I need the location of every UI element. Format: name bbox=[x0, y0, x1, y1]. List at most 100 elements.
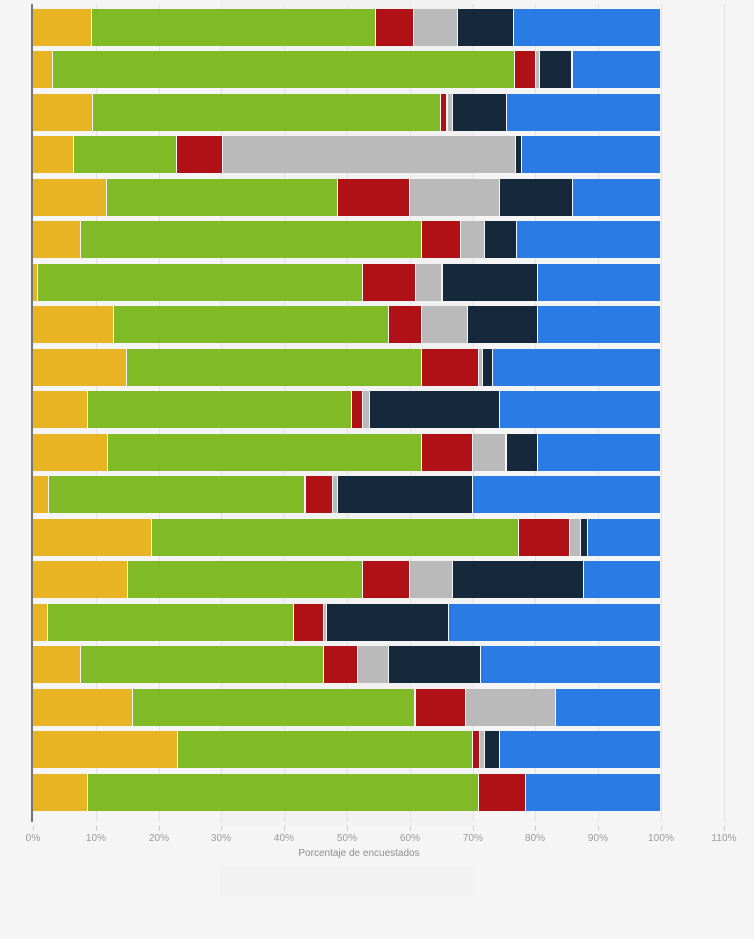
bar-segment-serie-3[interactable] bbox=[176, 136, 224, 173]
bar-row[interactable] bbox=[0, 221, 754, 258]
bar-segment-serie-2[interactable] bbox=[132, 689, 416, 726]
bar-segment-serie-2[interactable] bbox=[178, 731, 473, 768]
bar-segment-serie-4[interactable] bbox=[447, 94, 453, 131]
bar-segment-serie-6[interactable] bbox=[492, 349, 661, 386]
bar-segment-serie-5[interactable] bbox=[453, 561, 584, 598]
bar-segment-serie-1[interactable] bbox=[33, 476, 50, 513]
bar-segment-serie-6[interactable] bbox=[522, 136, 661, 173]
bar-segment-serie-2[interactable] bbox=[88, 774, 479, 811]
bar-segment-serie-6[interactable] bbox=[573, 179, 661, 216]
bar-segment-serie-1[interactable] bbox=[33, 51, 53, 88]
bar-row[interactable] bbox=[0, 561, 754, 598]
bar-segment-serie-1[interactable] bbox=[33, 349, 127, 386]
bar-segment-serie-3[interactable] bbox=[363, 264, 417, 301]
bar-segment-serie-6[interactable] bbox=[506, 94, 661, 131]
bar-segment-serie-1[interactable] bbox=[33, 519, 152, 556]
bar-segment-serie-2[interactable] bbox=[92, 94, 441, 131]
bar-segment-serie-5[interactable] bbox=[452, 94, 507, 131]
bar-segment-serie-4[interactable] bbox=[465, 689, 557, 726]
bar-segment-serie-4[interactable] bbox=[332, 476, 339, 513]
bar-segment-serie-2[interactable] bbox=[49, 476, 306, 513]
bar-segment-serie-1[interactable] bbox=[33, 774, 89, 811]
bar-segment-serie-4[interactable] bbox=[472, 434, 507, 471]
bar-segment-serie-6[interactable] bbox=[526, 774, 661, 811]
bar-row[interactable] bbox=[0, 774, 754, 811]
bar-segment-serie-3[interactable] bbox=[422, 221, 461, 258]
bar-segment-serie-2[interactable] bbox=[38, 264, 364, 301]
bar-row[interactable] bbox=[0, 94, 754, 131]
bar-segment-serie-4[interactable] bbox=[416, 264, 443, 301]
bar-segment-serie-6[interactable] bbox=[572, 51, 661, 88]
bar-segment-serie-3[interactable] bbox=[375, 9, 415, 46]
bar-row[interactable] bbox=[0, 731, 754, 768]
bar-segment-serie-5[interactable] bbox=[482, 349, 493, 386]
bar-segment-serie-4[interactable] bbox=[358, 646, 390, 683]
bar-segment-serie-4[interactable] bbox=[422, 306, 468, 343]
bar-segment-serie-4[interactable] bbox=[409, 179, 501, 216]
bar-segment-serie-2[interactable] bbox=[52, 51, 516, 88]
bar-segment-serie-4[interactable] bbox=[409, 561, 454, 598]
bar-segment-serie-4[interactable] bbox=[324, 604, 327, 641]
bar-segment-serie-6[interactable] bbox=[537, 306, 661, 343]
bar-row[interactable] bbox=[0, 264, 754, 301]
bar-segment-serie-3[interactable] bbox=[478, 774, 526, 811]
bar-segment-serie-2[interactable] bbox=[114, 306, 390, 343]
bar-row[interactable] bbox=[0, 434, 754, 471]
bar-segment-serie-6[interactable] bbox=[583, 561, 661, 598]
bar-segment-serie-5[interactable] bbox=[539, 51, 573, 88]
bar-segment-serie-2[interactable] bbox=[80, 221, 423, 258]
bar-segment-serie-4[interactable] bbox=[223, 136, 516, 173]
bar-segment-serie-5[interactable] bbox=[467, 306, 538, 343]
bar-segment-serie-3[interactable] bbox=[515, 51, 536, 88]
bar-segment-serie-2[interactable] bbox=[88, 391, 353, 428]
bar-segment-serie-2[interactable] bbox=[107, 179, 339, 216]
bar-segment-serie-4[interactable] bbox=[460, 221, 485, 258]
bar-segment-serie-5[interactable] bbox=[515, 136, 523, 173]
bar-segment-serie-2[interactable] bbox=[151, 519, 520, 556]
bar-segment-serie-5[interactable] bbox=[389, 646, 482, 683]
bar-segment-serie-1[interactable] bbox=[33, 179, 108, 216]
bar-segment-serie-1[interactable] bbox=[33, 561, 128, 598]
bar-segment-serie-2[interactable] bbox=[80, 646, 325, 683]
bar-segment-serie-1[interactable] bbox=[33, 689, 133, 726]
bar-segment-serie-6[interactable] bbox=[473, 476, 661, 513]
bar-segment-serie-5[interactable] bbox=[506, 434, 538, 471]
bar-row[interactable] bbox=[0, 306, 754, 343]
bar-segment-serie-2[interactable] bbox=[126, 349, 423, 386]
bar-segment-serie-3[interactable] bbox=[415, 689, 466, 726]
bar-segment-serie-1[interactable] bbox=[33, 264, 38, 301]
bar-segment-serie-6[interactable] bbox=[588, 519, 661, 556]
bar-segment-serie-3[interactable] bbox=[519, 519, 570, 556]
bar-segment-serie-6[interactable] bbox=[556, 689, 661, 726]
bar-segment-serie-6[interactable] bbox=[516, 221, 661, 258]
bar-segment-serie-3[interactable] bbox=[422, 434, 473, 471]
bar-segment-serie-3[interactable] bbox=[389, 306, 423, 343]
bar-segment-serie-3[interactable] bbox=[352, 391, 364, 428]
bar-row[interactable] bbox=[0, 604, 754, 641]
bar-segment-serie-4[interactable] bbox=[478, 349, 483, 386]
bar-segment-serie-1[interactable] bbox=[33, 604, 49, 641]
bar-segment-serie-1[interactable] bbox=[33, 221, 81, 258]
bar-row[interactable] bbox=[0, 349, 754, 386]
bar-segment-serie-1[interactable] bbox=[33, 391, 89, 428]
bar-segment-serie-4[interactable] bbox=[569, 519, 582, 556]
bar-segment-serie-5[interactable] bbox=[581, 519, 589, 556]
bar-segment-serie-2[interactable] bbox=[74, 136, 177, 173]
bar-segment-serie-6[interactable] bbox=[499, 391, 661, 428]
bar-segment-serie-2[interactable] bbox=[92, 9, 376, 46]
bar-segment-serie-5[interactable] bbox=[500, 179, 573, 216]
bar-segment-serie-3[interactable] bbox=[472, 731, 481, 768]
bar-segment-serie-3[interactable] bbox=[293, 604, 325, 641]
bar-segment-serie-3[interactable] bbox=[305, 476, 333, 513]
bar-segment-serie-5[interactable] bbox=[485, 731, 500, 768]
bar-segment-serie-6[interactable] bbox=[499, 731, 661, 768]
bar-row[interactable] bbox=[0, 179, 754, 216]
bar-segment-serie-1[interactable] bbox=[33, 306, 114, 343]
bar-segment-serie-6[interactable] bbox=[537, 434, 661, 471]
bar-segment-serie-1[interactable] bbox=[33, 9, 92, 46]
bar-segment-serie-1[interactable] bbox=[33, 136, 75, 173]
bar-segment-serie-6[interactable] bbox=[514, 9, 661, 46]
bar-segment-serie-1[interactable] bbox=[33, 94, 93, 131]
bar-segment-serie-5[interactable] bbox=[338, 476, 474, 513]
bar-segment-serie-5[interactable] bbox=[370, 391, 500, 428]
